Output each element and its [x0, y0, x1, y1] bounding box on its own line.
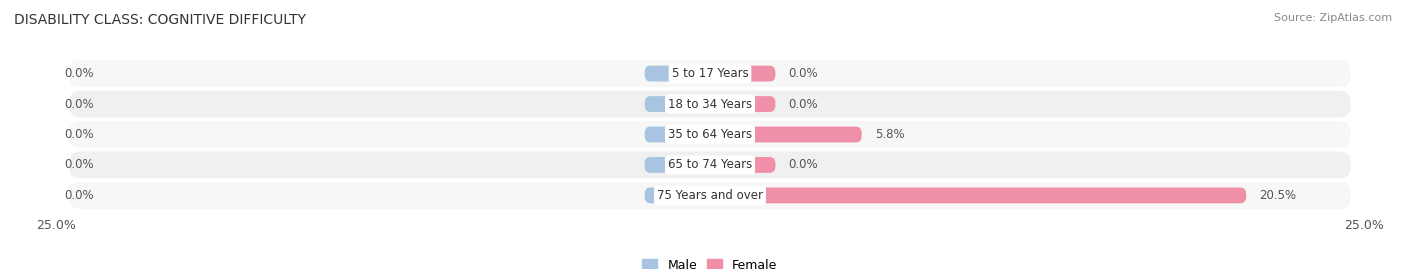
Text: 5 to 17 Years: 5 to 17 Years: [672, 67, 748, 80]
FancyBboxPatch shape: [644, 66, 710, 82]
Text: 5.8%: 5.8%: [875, 128, 904, 141]
FancyBboxPatch shape: [69, 151, 1351, 178]
Text: 0.0%: 0.0%: [65, 189, 94, 202]
Text: 0.0%: 0.0%: [65, 67, 94, 80]
FancyBboxPatch shape: [69, 91, 1351, 118]
FancyBboxPatch shape: [710, 157, 776, 173]
Text: 0.0%: 0.0%: [65, 158, 94, 171]
Text: 75 Years and over: 75 Years and over: [657, 189, 763, 202]
Text: 0.0%: 0.0%: [789, 158, 818, 171]
FancyBboxPatch shape: [644, 157, 710, 173]
FancyBboxPatch shape: [69, 60, 1351, 87]
Text: 18 to 34 Years: 18 to 34 Years: [668, 98, 752, 111]
Text: 0.0%: 0.0%: [789, 67, 818, 80]
Text: 0.0%: 0.0%: [789, 98, 818, 111]
Text: 0.0%: 0.0%: [65, 98, 94, 111]
FancyBboxPatch shape: [710, 187, 1246, 203]
FancyBboxPatch shape: [710, 66, 776, 82]
Text: 65 to 74 Years: 65 to 74 Years: [668, 158, 752, 171]
FancyBboxPatch shape: [644, 96, 710, 112]
FancyBboxPatch shape: [69, 121, 1351, 148]
FancyBboxPatch shape: [644, 127, 710, 142]
Text: Source: ZipAtlas.com: Source: ZipAtlas.com: [1274, 13, 1392, 23]
FancyBboxPatch shape: [644, 187, 710, 203]
FancyBboxPatch shape: [710, 127, 862, 142]
Text: 0.0%: 0.0%: [65, 128, 94, 141]
FancyBboxPatch shape: [69, 182, 1351, 209]
Text: 20.5%: 20.5%: [1260, 189, 1296, 202]
FancyBboxPatch shape: [710, 96, 776, 112]
Text: 35 to 64 Years: 35 to 64 Years: [668, 128, 752, 141]
Text: DISABILITY CLASS: COGNITIVE DIFFICULTY: DISABILITY CLASS: COGNITIVE DIFFICULTY: [14, 13, 307, 27]
Legend: Male, Female: Male, Female: [637, 254, 783, 269]
